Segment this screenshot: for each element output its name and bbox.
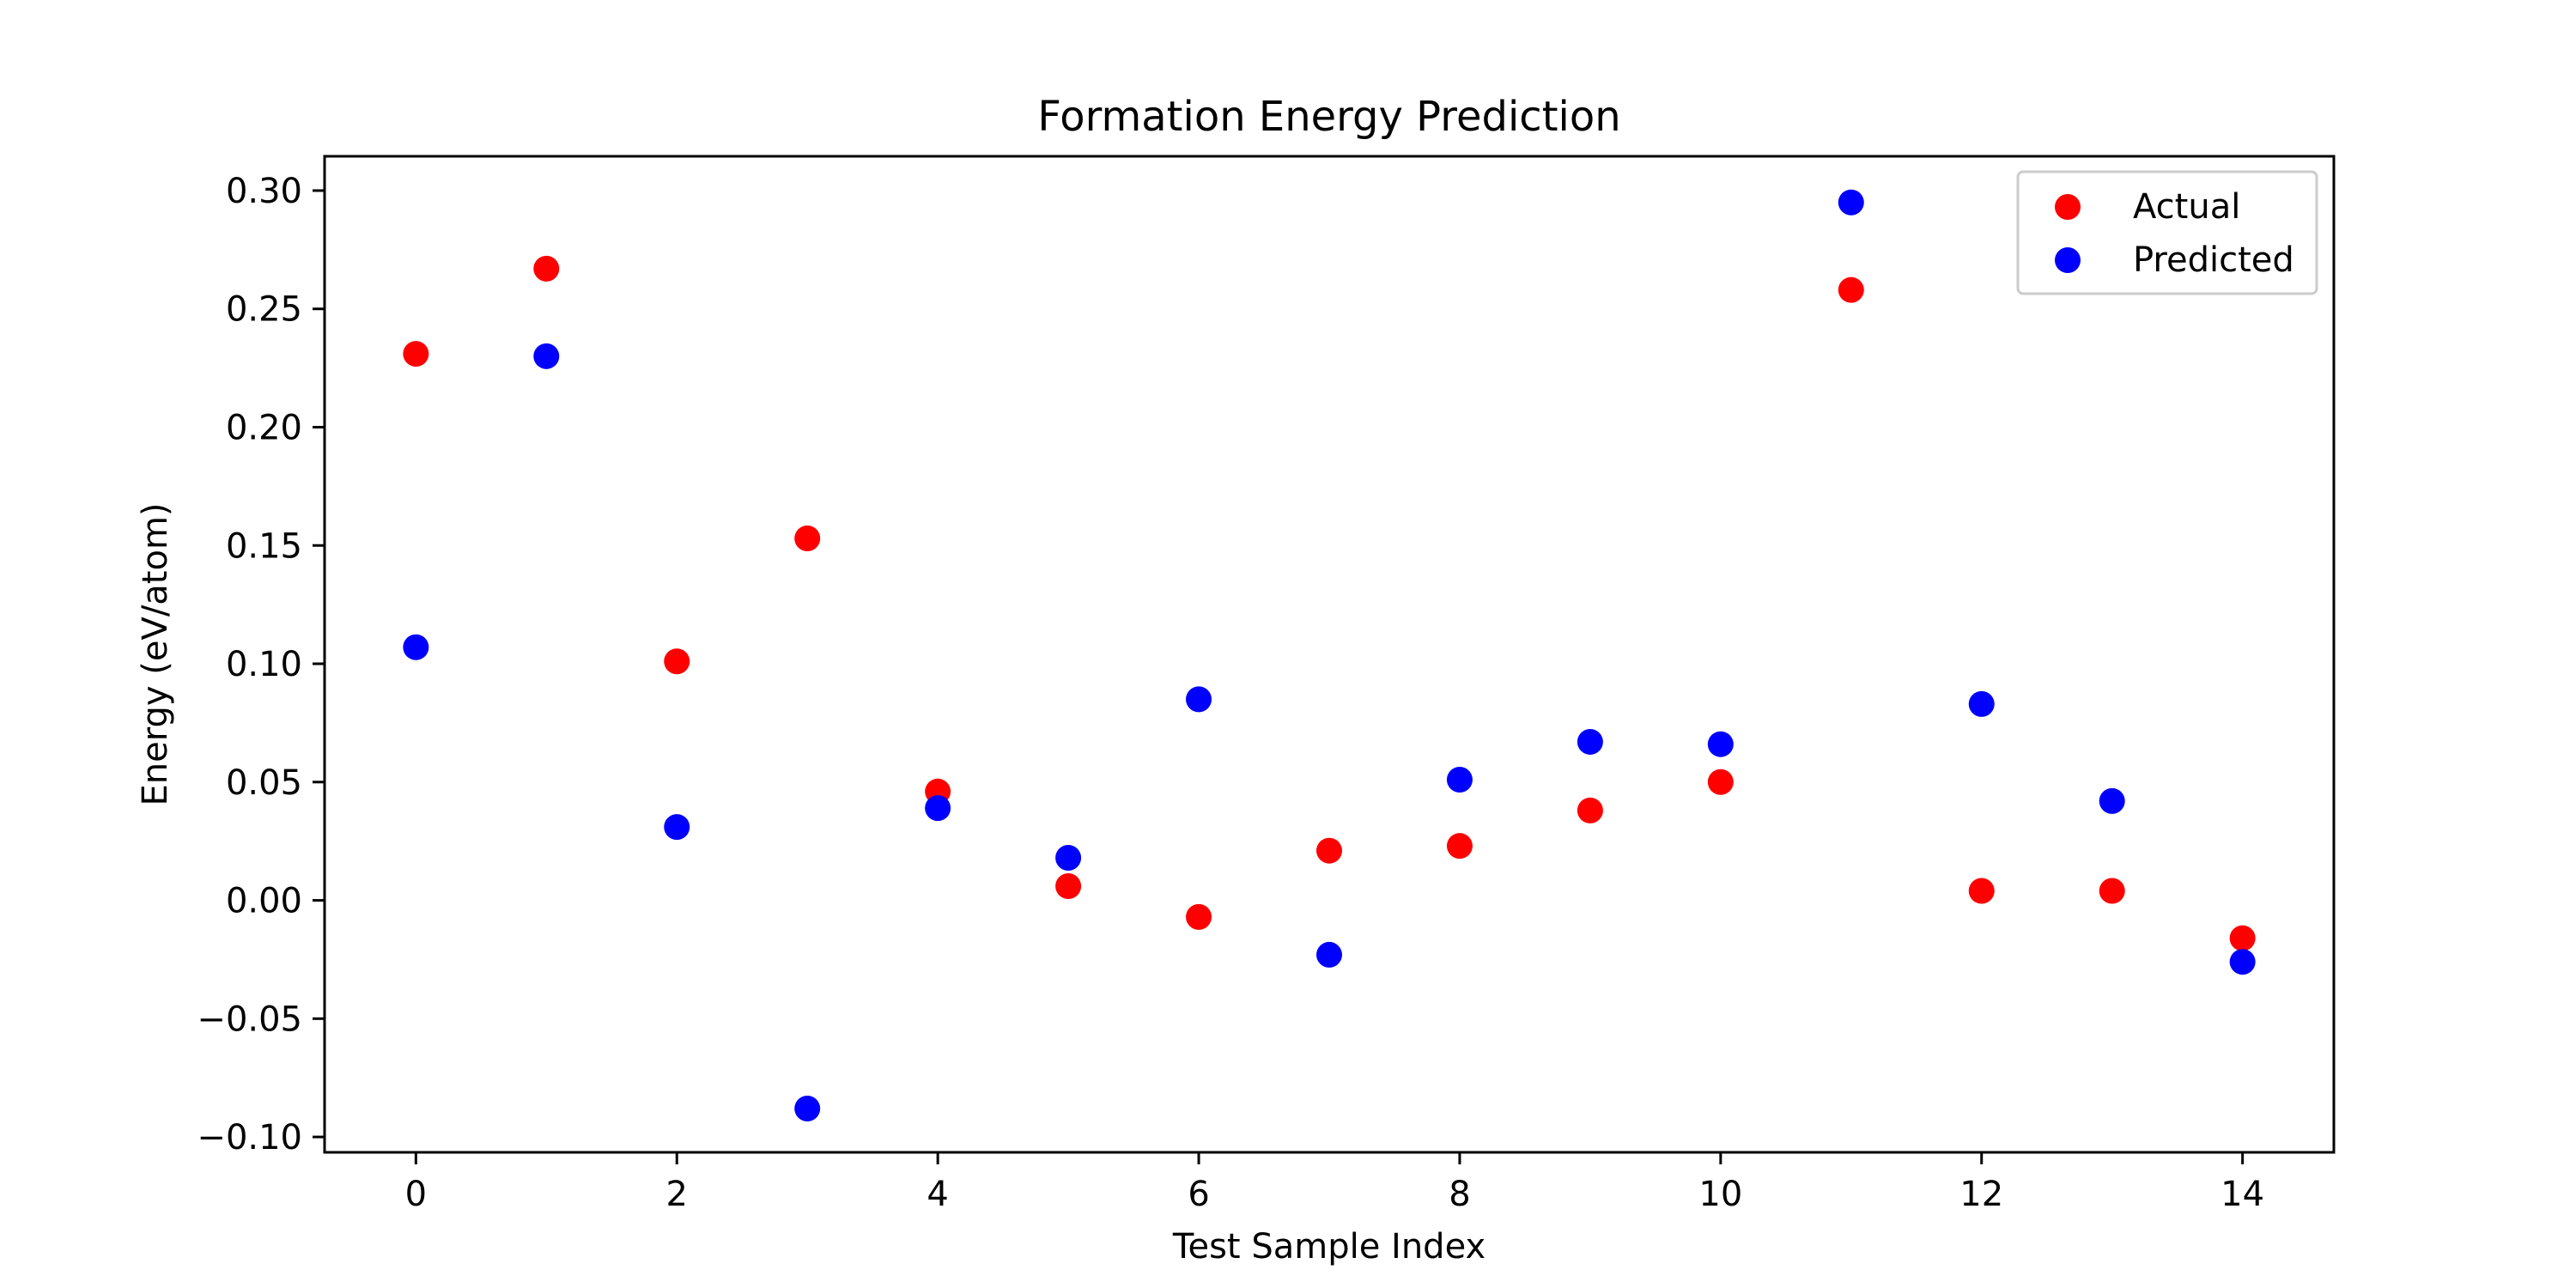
point-actual: [794, 525, 821, 551]
chart-title: Formation Energy Prediction: [1037, 93, 1620, 141]
legend-marker-predicted: [2055, 247, 2081, 273]
point-actual: [403, 341, 429, 368]
x-tick-label: 10: [1698, 1175, 1742, 1214]
y-tick-label: 0.05: [226, 763, 302, 803]
legend: Actual Predicted: [2016, 170, 2318, 295]
point-actual: [1968, 878, 1995, 904]
y-tick-label: 0.10: [226, 645, 302, 684]
x-tick-label: 6: [1188, 1175, 1209, 1214]
x-axis-ticks: 0 2 4 6 8 10 12 14: [405, 1152, 2264, 1214]
point-actual: [1577, 797, 1603, 823]
x-tick-label: 0: [405, 1175, 427, 1214]
y-tick-label: 0.30: [226, 172, 302, 211]
point-predicted: [1186, 686, 1212, 713]
point-actual: [1055, 873, 1082, 900]
point-actual: [664, 648, 690, 675]
point-actual: [1186, 903, 1212, 930]
x-tick-label: 2: [666, 1175, 688, 1214]
x-tick-label: 12: [1959, 1175, 2003, 1214]
point-predicted: [1446, 767, 1473, 793]
y-tick-label: −0.10: [197, 1118, 302, 1157]
point-actual: [1316, 837, 1342, 864]
y-tick-label: 0.20: [226, 408, 302, 447]
data-points: [403, 189, 2256, 1122]
point-predicted: [1968, 690, 1995, 717]
point-predicted: [664, 814, 690, 841]
x-tick-label: 4: [927, 1175, 948, 1214]
y-tick-label: −0.05: [197, 999, 302, 1039]
point-predicted: [1316, 941, 1342, 968]
point-predicted: [794, 1096, 821, 1122]
point-actual: [1446, 833, 1473, 860]
point-predicted: [1707, 731, 1734, 757]
point-predicted: [1838, 189, 1864, 216]
x-tick-label: 14: [2221, 1175, 2264, 1214]
point-actual: [1707, 769, 1734, 795]
legend-label-actual: Actual: [2133, 187, 2240, 227]
x-tick-label: 8: [1449, 1175, 1470, 1214]
legend-label-predicted: Predicted: [2133, 240, 2294, 280]
point-predicted: [2229, 949, 2256, 975]
point-predicted: [1577, 728, 1603, 755]
y-tick-label: 0.25: [226, 290, 302, 330]
point-predicted: [403, 634, 429, 660]
y-axis-title: Energy (eV/atom): [136, 502, 175, 805]
plot-area-frame: [323, 155, 2336, 1154]
y-tick-label: 0.15: [226, 526, 302, 566]
y-tick-label: 0.00: [226, 882, 302, 921]
y-axis-ticks: −0.10 −0.05 0.00 0.05 0.10 0.15 0.20 0.25 0.30: [197, 172, 325, 1157]
legend-marker-actual: [2055, 194, 2081, 220]
point-actual: [2099, 878, 2125, 904]
point-actual: [1838, 276, 1864, 303]
point-actual: [533, 255, 560, 282]
point-predicted: [925, 795, 951, 822]
point-actual: [2229, 925, 2256, 951]
point-predicted: [2099, 787, 2125, 814]
x-axis-title: Test Sample Index: [1172, 1227, 1485, 1267]
point-predicted: [533, 343, 560, 369]
legend-box: [2016, 170, 2318, 295]
point-predicted: [1055, 844, 1082, 871]
